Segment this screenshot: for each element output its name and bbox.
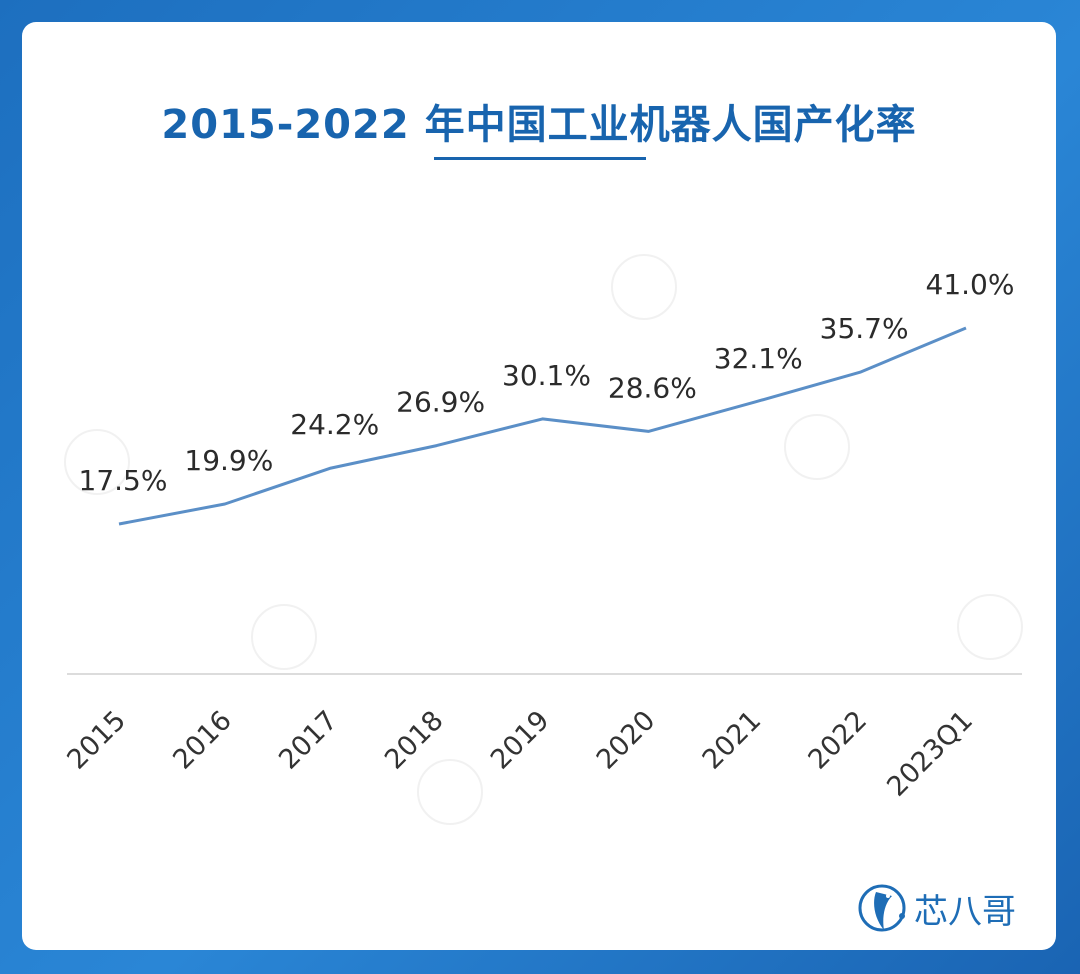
chart-title: 2015-2022 年中国工业机器人国产化率 bbox=[161, 102, 917, 148]
x-tick-label: 2017 bbox=[273, 705, 344, 776]
chart-card: 2015-2022 年中国工业机器人国产化率 17.5% 19.9% 24.2% 26… bbox=[22, 22, 1056, 950]
data-label: 26.9% bbox=[396, 386, 485, 419]
x-tick-label: 2022 bbox=[803, 705, 874, 776]
data-label: 17.5% bbox=[79, 464, 168, 497]
brand-name: 芯八哥 bbox=[914, 891, 1016, 932]
x-tick-label: 2015 bbox=[61, 705, 132, 776]
line-chart: 17.5% 19.9% 24.2% 26.9% 30.1% 28.6% 32.1% 35.7%… bbox=[61, 254, 1023, 825]
x-tick-label: 2019 bbox=[485, 705, 556, 776]
series-line bbox=[118, 326, 967, 526]
data-label: 35.7% bbox=[820, 312, 909, 345]
x-tick-labels: 2015 2016 2017 2018 2019 2020 2021 2022 2023Q1 bbox=[61, 705, 979, 803]
data-label: 19.9% bbox=[184, 444, 273, 477]
x-tick-label: 2023Q1 bbox=[881, 705, 979, 803]
data-label: 24.2% bbox=[290, 408, 379, 441]
x-tick-label: 2020 bbox=[591, 705, 662, 776]
data-label: 32.1% bbox=[714, 342, 803, 375]
brand-logo: 芯八哥 bbox=[858, 880, 1016, 936]
x-tick-label: 2016 bbox=[167, 705, 238, 776]
x-tick-label: 2021 bbox=[697, 705, 768, 776]
data-label: 30.1% bbox=[502, 359, 591, 392]
data-label: 28.6% bbox=[608, 371, 697, 404]
data-label: 41.0% bbox=[926, 268, 1015, 301]
title-underline bbox=[434, 157, 646, 160]
data-labels: 17.5% 19.9% 24.2% 26.9% 30.1% 28.6% 32.1% 35.7%… bbox=[79, 268, 1015, 497]
watermark-layer bbox=[64, 254, 1023, 825]
watermark-logo-icon bbox=[64, 254, 1023, 825]
x-tick-label: 2018 bbox=[379, 705, 450, 776]
bird-logo-icon bbox=[858, 884, 906, 932]
